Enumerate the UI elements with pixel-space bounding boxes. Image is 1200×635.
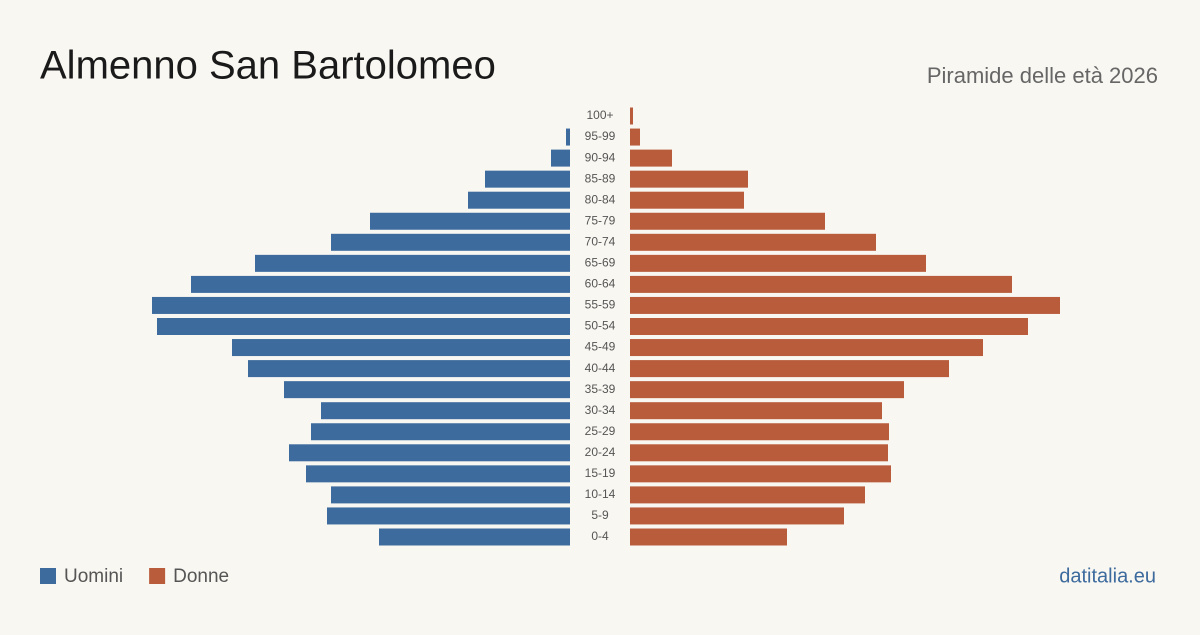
bar <box>630 212 825 230</box>
bar <box>306 465 570 483</box>
bar <box>630 275 1012 293</box>
age-label: 60-64 <box>585 277 616 291</box>
age-label: 90-94 <box>585 150 616 164</box>
bar <box>630 318 1028 335</box>
bar <box>630 296 1060 314</box>
bar <box>311 423 570 441</box>
bar <box>630 486 865 504</box>
bar <box>630 507 844 525</box>
bar <box>284 381 570 399</box>
age-label: 0-4 <box>591 529 609 543</box>
bar <box>468 191 570 209</box>
bar <box>331 486 570 504</box>
bar <box>630 381 904 399</box>
bar <box>191 275 570 293</box>
source: datitalia.eu <box>1059 565 1156 587</box>
bar <box>321 402 570 420</box>
bar <box>255 254 570 272</box>
bar <box>152 296 570 314</box>
legend-label: Donne <box>173 566 229 587</box>
age-label: 55-59 <box>585 298 616 312</box>
age-label: 50-54 <box>585 319 616 333</box>
bar <box>379 528 570 546</box>
bar <box>630 233 876 251</box>
age-label: 5-9 <box>591 508 609 522</box>
age-label: 10-14 <box>585 487 616 501</box>
bar <box>232 339 570 357</box>
age-label: 45-49 <box>585 340 616 354</box>
age-label: 65-69 <box>585 256 616 270</box>
bar <box>289 444 570 462</box>
bar <box>630 149 672 167</box>
legend-swatch <box>149 568 166 584</box>
age-label: 35-39 <box>585 382 616 396</box>
age-label: 75-79 <box>585 213 616 227</box>
age-label: 40-44 <box>585 361 616 375</box>
age-label: 95-99 <box>585 129 616 143</box>
age-label: 15-19 <box>585 466 616 480</box>
bar <box>566 128 570 146</box>
age-label: 30-34 <box>585 403 616 417</box>
age-label: 85-89 <box>585 171 616 185</box>
bar <box>630 423 889 441</box>
bar <box>370 212 570 230</box>
bar <box>630 128 640 146</box>
bar <box>551 149 570 167</box>
bar <box>630 254 926 272</box>
age-label: 25-29 <box>585 424 616 438</box>
legend-swatch <box>40 568 56 584</box>
bar <box>630 465 891 483</box>
bar <box>630 444 888 462</box>
bar <box>630 402 882 420</box>
bar <box>630 170 748 188</box>
bar <box>485 170 570 188</box>
bar <box>630 528 787 546</box>
age-label: 20-24 <box>585 445 616 459</box>
bar <box>157 318 570 335</box>
bar <box>331 233 570 251</box>
bar <box>327 507 570 525</box>
bar <box>630 107 633 125</box>
age-label: 70-74 <box>585 234 616 248</box>
age-label: 100+ <box>586 108 613 122</box>
bar <box>630 360 949 378</box>
chart-title: Almenno San Bartolomeo <box>40 44 496 88</box>
legend-label: Uomini <box>64 566 123 587</box>
chart-subtitle: Piramide delle età 2026 <box>927 63 1158 88</box>
bar <box>630 191 744 209</box>
bar <box>248 360 570 378</box>
bar <box>630 339 983 357</box>
age-label: 80-84 <box>585 192 616 206</box>
